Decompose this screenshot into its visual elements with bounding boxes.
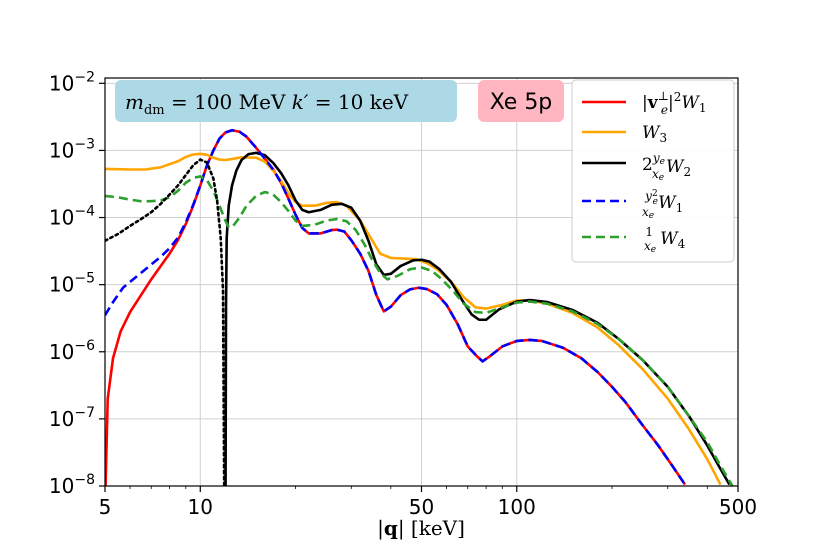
axis-ticks: 5 10 50 100 500 10−8 10−7 10−6 10−5 10−4 10−3 10−2	[49, 69, 757, 519]
y-tick-label: 10−2	[49, 69, 95, 95]
legend: |v⊥ e|2W1 W3 2ye xeW2 y2 e xeW1 1 xeW4	[571, 79, 735, 263]
y-tick-label: 10−4	[49, 204, 95, 230]
x-tick-label: 5	[99, 495, 112, 519]
y-tick-label: 10−5	[49, 271, 95, 297]
x-tick-label: 10	[188, 495, 213, 519]
svg-text:mdm = 100 MeV k′ = 10 keV: mdm = 100 MeV k′ = 10 keV	[125, 90, 409, 118]
svg-text:|v⊥e|2W1: |v⊥ e|2W1	[642, 89, 707, 117]
series-line-5	[105, 175, 734, 486]
parameters-box: mdm = 100 MeV k′ = 10 keV	[115, 80, 457, 122]
x-tick-label: 500	[719, 495, 757, 519]
y-tick-label: 10−7	[49, 405, 95, 431]
series-layer	[105, 128, 734, 486]
element-label-box: Xe 5p	[478, 80, 564, 122]
svg-text:Xe 5p: Xe 5p	[490, 90, 553, 115]
x-tick-label: 50	[409, 495, 434, 519]
svg-text:W3: W3	[642, 123, 667, 145]
legend-frame	[571, 79, 735, 263]
y-tick-label: 10−6	[49, 338, 95, 364]
y-tick-label: 10−3	[49, 136, 95, 162]
x-tick-label: 100	[498, 495, 536, 519]
series-line-6	[105, 158, 226, 486]
x-axis-label: |q| [keV]	[377, 516, 465, 541]
y-tick-label: 10−8	[49, 472, 95, 498]
series-line-4	[105, 128, 687, 486]
